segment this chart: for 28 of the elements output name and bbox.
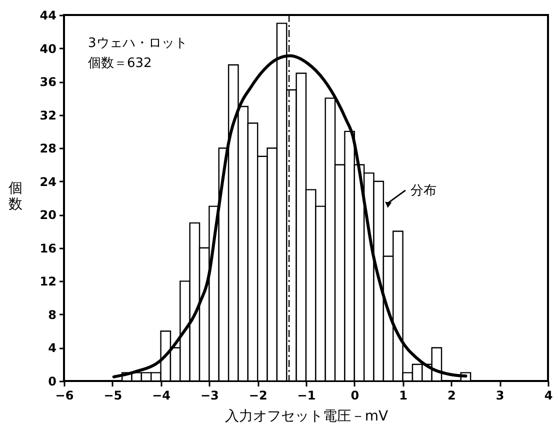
x-tick-label: −5 [104, 388, 122, 402]
x-tick-label: −3 [200, 388, 219, 402]
y-tick-label: 40 [40, 42, 56, 56]
y-tick-label: 8 [48, 308, 56, 322]
x-tick-label: 4 [544, 388, 553, 402]
y-tick-label: 36 [40, 75, 56, 90]
annotation: 個数＝632 [88, 56, 152, 71]
y-tick-label: 44 [40, 8, 56, 22]
annotation: 分布 [410, 183, 436, 198]
annotation: 3ウェハ・ロット [88, 36, 188, 51]
x-tick-label: −1 [297, 388, 316, 402]
y-tick-label: 16 [40, 241, 56, 256]
x-tick-label: 1 [399, 388, 408, 402]
y-tick-label: 24 [40, 174, 56, 189]
x-tick-label: 0 [350, 388, 360, 402]
x-tick-label: −4 [152, 388, 171, 402]
y-tick-label: 4 [48, 341, 56, 356]
y-tick-label: 12 [40, 274, 56, 289]
y-tick-label: 20 [40, 208, 56, 222]
x-tick-label: −6 [55, 388, 74, 402]
y-tick-label: 32 [40, 108, 56, 122]
x-axis-title: 入力オフセット電圧－mV [224, 408, 389, 424]
x-tick-label: −2 [248, 388, 268, 402]
y-axis-title: 個数 [8, 180, 22, 212]
y-tick-label: 0 [48, 374, 56, 388]
y-tick-label: 28 [40, 142, 56, 156]
x-tick-label: 3 [496, 388, 504, 402]
x-tick-label: 2 [448, 388, 456, 402]
